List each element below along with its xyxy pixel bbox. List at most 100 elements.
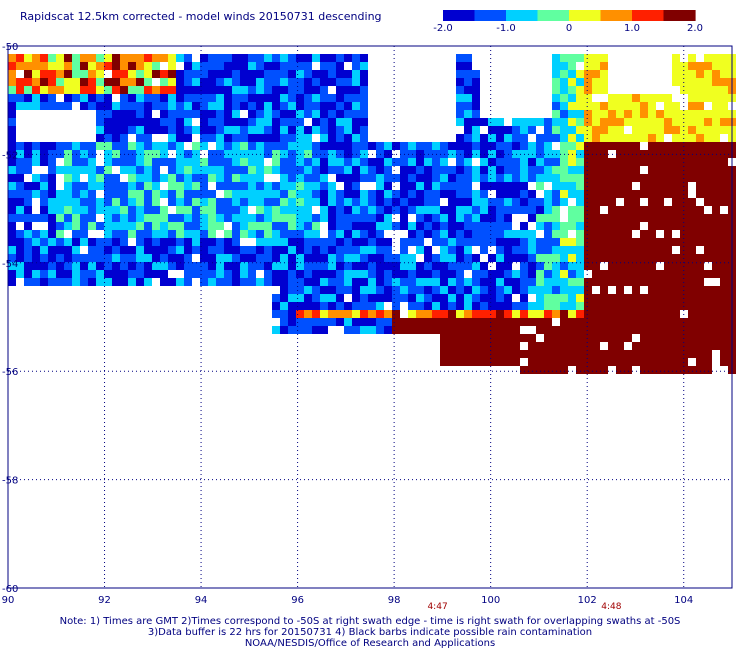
data-cell (416, 310, 424, 318)
data-cell (536, 270, 544, 278)
data-cell (240, 270, 248, 278)
data-cell (672, 126, 680, 134)
data-cell (624, 334, 632, 342)
data-cell (520, 134, 528, 142)
data-cell (80, 278, 88, 286)
data-cell (504, 278, 512, 286)
data-cell (576, 310, 584, 318)
data-cell (672, 286, 680, 294)
data-cell (376, 222, 384, 230)
data-cell (152, 190, 160, 198)
data-cell (672, 278, 680, 286)
data-cell (352, 286, 360, 294)
data-cell (424, 198, 432, 206)
data-cell (656, 214, 664, 222)
data-cell (576, 358, 584, 366)
data-cell (80, 182, 88, 190)
data-cell (144, 110, 152, 118)
data-cell (24, 86, 32, 94)
data-cell (256, 142, 264, 150)
data-cell (112, 62, 120, 70)
data-cell (280, 214, 288, 222)
data-cell (664, 174, 672, 182)
data-cell (80, 190, 88, 198)
data-cell (512, 286, 520, 294)
data-cell (576, 182, 584, 190)
data-cell (712, 294, 720, 302)
data-cell (200, 254, 208, 262)
data-cell (104, 94, 112, 102)
data-cell (488, 326, 496, 334)
data-cell (568, 158, 576, 166)
data-cell (576, 342, 584, 350)
data-cell (648, 126, 656, 134)
data-cell (624, 358, 632, 366)
data-cell (400, 326, 408, 334)
data-cell (392, 262, 400, 270)
data-cell (720, 350, 728, 358)
data-cell (568, 238, 576, 246)
data-cell (24, 142, 32, 150)
data-cell (192, 158, 200, 166)
data-cell (288, 174, 296, 182)
data-cell (8, 102, 16, 110)
data-cell (720, 286, 728, 294)
data-cell (568, 70, 576, 78)
data-cell (512, 334, 520, 342)
data-cell (520, 302, 528, 310)
data-cell (184, 166, 192, 174)
data-cell (352, 318, 360, 326)
data-cell (64, 222, 72, 230)
data-cell (72, 198, 80, 206)
data-cell (184, 190, 192, 198)
data-cell (592, 126, 600, 134)
data-cell (552, 54, 560, 62)
data-cell (360, 262, 368, 270)
data-cell (664, 94, 672, 102)
data-cell (376, 158, 384, 166)
data-cell (464, 238, 472, 246)
data-cell (296, 94, 304, 102)
data-cell (392, 302, 400, 310)
data-cell (176, 238, 184, 246)
data-cell (8, 254, 16, 262)
data-cell (272, 302, 280, 310)
data-cell (232, 198, 240, 206)
data-cell (144, 62, 152, 70)
data-cell (304, 254, 312, 262)
data-cell (712, 310, 720, 318)
data-cell (64, 62, 72, 70)
data-cell (104, 278, 112, 286)
data-cell (480, 142, 488, 150)
data-cell (608, 102, 616, 110)
data-cell (360, 190, 368, 198)
data-cell (320, 158, 328, 166)
data-cell (504, 222, 512, 230)
data-cell (288, 278, 296, 286)
data-cell (592, 206, 600, 214)
data-cell (480, 334, 488, 342)
data-cell (448, 262, 456, 270)
data-cell (368, 326, 376, 334)
data-cell (216, 246, 224, 254)
data-cell (120, 78, 128, 86)
data-cell (224, 54, 232, 62)
data-cell (288, 214, 296, 222)
data-cell (248, 78, 256, 86)
data-cell (568, 206, 576, 214)
data-cell (320, 270, 328, 278)
data-cell (432, 254, 440, 262)
data-cell (624, 134, 632, 142)
data-cell (288, 70, 296, 78)
data-cell (208, 126, 216, 134)
data-cell (600, 246, 608, 254)
data-cell (224, 262, 232, 270)
data-cell (608, 206, 616, 214)
data-cell (584, 118, 592, 126)
data-cell (40, 94, 48, 102)
data-cell (696, 254, 704, 262)
data-cell (320, 238, 328, 246)
data-cell (568, 222, 576, 230)
data-cell (128, 102, 136, 110)
data-cell (496, 350, 504, 358)
